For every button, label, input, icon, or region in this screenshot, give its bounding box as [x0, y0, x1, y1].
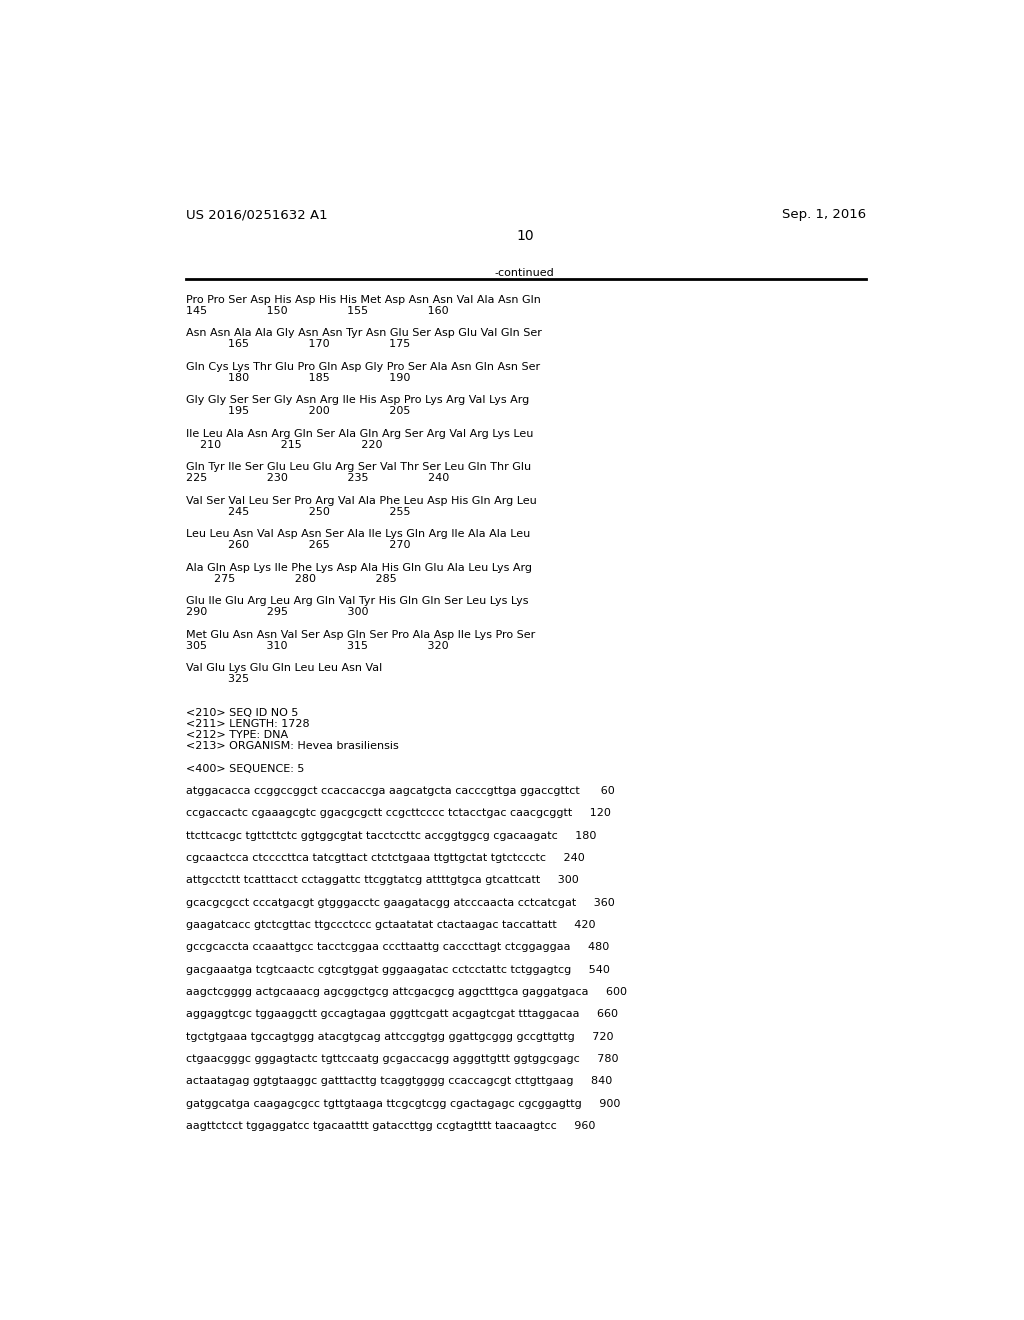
Text: US 2016/0251632 A1: US 2016/0251632 A1 [186, 209, 328, 222]
Text: Asn Asn Ala Ala Gly Asn Asn Tyr Asn Glu Ser Asp Glu Val Gln Ser: Asn Asn Ala Ala Gly Asn Asn Tyr Asn Glu … [186, 329, 542, 338]
Text: gatggcatga caagagcgcc tgttgtaaga ttcgcgtcgg cgactagagc cgcggagttg     900: gatggcatga caagagcgcc tgttgtaaga ttcgcgt… [186, 1098, 621, 1109]
Text: 290                 295                 300: 290 295 300 [186, 607, 369, 618]
Text: Sep. 1, 2016: Sep. 1, 2016 [781, 209, 866, 222]
Text: 195                 200                 205: 195 200 205 [186, 407, 411, 416]
Text: cgcaactcca ctccccttca tatcgttact ctctctgaaa ttgttgctat tgtctccctc     240: cgcaactcca ctccccttca tatcgttact ctctctg… [186, 853, 585, 863]
Text: tgctgtgaaa tgccagtggg atacgtgcag attccggtgg ggattgcggg gccgttgttg     720: tgctgtgaaa tgccagtggg atacgtgcag attccgg… [186, 1032, 613, 1041]
Text: <210> SEQ ID NO 5: <210> SEQ ID NO 5 [186, 708, 299, 718]
Text: Val Glu Lys Glu Gln Leu Leu Asn Val: Val Glu Lys Glu Gln Leu Leu Asn Val [186, 663, 382, 673]
Text: Val Ser Val Leu Ser Pro Arg Val Ala Phe Leu Asp His Gln Arg Leu: Val Ser Val Leu Ser Pro Arg Val Ala Phe … [186, 496, 537, 506]
Text: aggaggtcgc tggaaggctt gccagtagaa gggttcgatt acgagtcgat tttaggacaa     660: aggaggtcgc tggaaggctt gccagtagaa gggttcg… [186, 1010, 618, 1019]
Text: gccgcaccta ccaaattgcc tacctcggaa cccttaattg cacccttagt ctcggaggaa     480: gccgcaccta ccaaattgcc tacctcggaa cccttaa… [186, 942, 609, 952]
Text: <213> ORGANISM: Hevea brasiliensis: <213> ORGANISM: Hevea brasiliensis [186, 742, 399, 751]
Text: atggacacca ccggccggct ccaccaccga aagcatgcta cacccgttga ggaccgttct      60: atggacacca ccggccggct ccaccaccga aagcatg… [186, 785, 614, 796]
Text: Glu Ile Glu Arg Leu Arg Gln Val Tyr His Gln Gln Ser Leu Lys Lys: Glu Ile Glu Arg Leu Arg Gln Val Tyr His … [186, 597, 528, 606]
Text: gacgaaatga tcgtcaactc cgtcgtggat gggaagatac cctcctattc tctggagtcg     540: gacgaaatga tcgtcaactc cgtcgtggat gggaaga… [186, 965, 610, 974]
Text: Gly Gly Ser Ser Gly Asn Arg Ile His Asp Pro Lys Arg Val Lys Arg: Gly Gly Ser Ser Gly Asn Arg Ile His Asp … [186, 395, 529, 405]
Text: 210                 215                 220: 210 215 220 [186, 440, 383, 450]
Text: attgcctctt tcatttacct cctaggattc ttcggtatcg attttgtgca gtcattcatt     300: attgcctctt tcatttacct cctaggattc ttcggta… [186, 875, 579, 886]
Text: <211> LENGTH: 1728: <211> LENGTH: 1728 [186, 719, 309, 729]
Text: Ile Leu Ala Asn Arg Gln Ser Ala Gln Arg Ser Arg Val Arg Lys Leu: Ile Leu Ala Asn Arg Gln Ser Ala Gln Arg … [186, 429, 534, 438]
Text: 10: 10 [516, 230, 534, 243]
Text: 305                 310                 315                 320: 305 310 315 320 [186, 640, 449, 651]
Text: gcacgcgcct cccatgacgt gtgggacctc gaagatacgg atcccaacta cctcatcgat     360: gcacgcgcct cccatgacgt gtgggacctc gaagata… [186, 898, 614, 908]
Text: Gln Tyr Ile Ser Glu Leu Glu Arg Ser Val Thr Ser Leu Gln Thr Glu: Gln Tyr Ile Ser Glu Leu Glu Arg Ser Val … [186, 462, 531, 473]
Text: ttcttcacgc tgttcttctc ggtggcgtat tacctccttc accggtggcg cgacaagatc     180: ttcttcacgc tgttcttctc ggtggcgtat tacctcc… [186, 830, 597, 841]
Text: actaatagag ggtgtaaggc gatttacttg tcaggtgggg ccaccagcgt cttgttgaag     840: actaatagag ggtgtaaggc gatttacttg tcaggtg… [186, 1076, 612, 1086]
Text: 325: 325 [186, 675, 249, 684]
Text: Pro Pro Ser Asp His Asp His His Met Asp Asn Asn Val Ala Asn Gln: Pro Pro Ser Asp His Asp His His Met Asp … [186, 294, 541, 305]
Text: 275                 280                 285: 275 280 285 [186, 574, 397, 583]
Text: aagctcgggg actgcaaacg agcggctgcg attcgacgcg aggctttgca gaggatgaca     600: aagctcgggg actgcaaacg agcggctgcg attcgac… [186, 987, 627, 997]
Text: aagttctcct tggaggatcc tgacaatttt gataccttgg ccgtagtttt taacaagtcc     960: aagttctcct tggaggatcc tgacaatttt gatacct… [186, 1121, 596, 1131]
Text: 145                 150                 155                 160: 145 150 155 160 [186, 306, 449, 315]
Text: Met Glu Asn Asn Val Ser Asp Gln Ser Pro Ala Asp Ile Lys Pro Ser: Met Glu Asn Asn Val Ser Asp Gln Ser Pro … [186, 630, 536, 640]
Text: 245                 250                 255: 245 250 255 [186, 507, 411, 517]
Text: 180                 185                 190: 180 185 190 [186, 372, 411, 383]
Text: gaagatcacc gtctcgttac ttgccctccc gctaatatat ctactaagac taccattatt     420: gaagatcacc gtctcgttac ttgccctccc gctaata… [186, 920, 596, 929]
Text: Gln Cys Lys Thr Glu Pro Gln Asp Gly Pro Ser Ala Asn Gln Asn Ser: Gln Cys Lys Thr Glu Pro Gln Asp Gly Pro … [186, 362, 541, 372]
Text: ctgaacgggc gggagtactc tgttccaatg gcgaccacgg agggttgttt ggtggcgagc     780: ctgaacgggc gggagtactc tgttccaatg gcgacca… [186, 1053, 618, 1064]
Text: ccgaccactc cgaaagcgtc ggacgcgctt ccgcttcccc tctacctgac caacgcggtt     120: ccgaccactc cgaaagcgtc ggacgcgctt ccgcttc… [186, 808, 611, 818]
Text: <400> SEQUENCE: 5: <400> SEQUENCE: 5 [186, 763, 304, 774]
Text: 225                 230                 235                 240: 225 230 235 240 [186, 474, 450, 483]
Text: Leu Leu Asn Val Asp Asn Ser Ala Ile Lys Gln Arg Ile Ala Ala Leu: Leu Leu Asn Val Asp Asn Ser Ala Ile Lys … [186, 529, 530, 539]
Text: <212> TYPE: DNA: <212> TYPE: DNA [186, 730, 288, 741]
Text: -continued: -continued [495, 268, 555, 277]
Text: 165                 170                 175: 165 170 175 [186, 339, 411, 350]
Text: Ala Gln Asp Lys Ile Phe Lys Asp Ala His Gln Glu Ala Leu Lys Arg: Ala Gln Asp Lys Ile Phe Lys Asp Ala His … [186, 562, 532, 573]
Text: 260                 265                 270: 260 265 270 [186, 540, 411, 550]
